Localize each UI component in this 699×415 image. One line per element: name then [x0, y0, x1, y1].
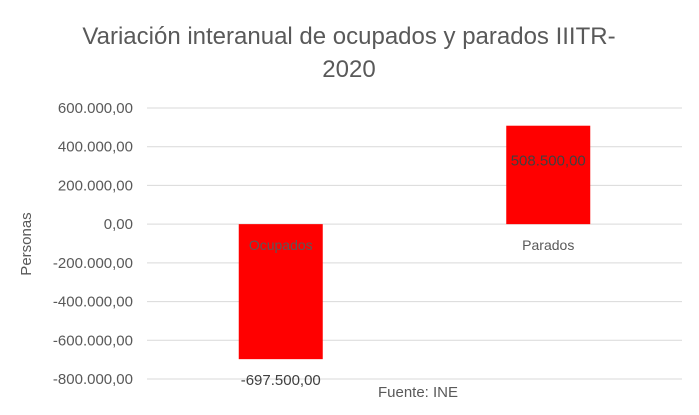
y-tick-label: -200.000,00: [53, 255, 133, 272]
chart-title-line-2: 2020: [322, 56, 375, 83]
source-note: Fuente: INE: [378, 384, 458, 401]
y-tick-label: 0,00: [104, 216, 133, 233]
data-label: -697.500,00: [241, 372, 321, 389]
y-tick-label: -800.000,00: [53, 371, 133, 388]
y-axis-title: Personas: [18, 212, 35, 275]
bars: [238, 125, 591, 360]
y-tick-label: -400.000,00: [53, 294, 133, 311]
category-label: Ocupados: [249, 237, 313, 253]
y-tick-label: -600.000,00: [53, 332, 133, 349]
chart-title: Variación interanual de ocupados y parad…: [82, 23, 615, 83]
data-label: 508.500,00: [511, 153, 586, 170]
bar-ocupados: [238, 224, 323, 360]
gridlines: [147, 107, 682, 380]
bar-parados: [506, 125, 591, 225]
category-labels: Ocupados Parados: [249, 237, 574, 253]
y-tick-label: 200.000,00: [58, 177, 133, 194]
data-labels: -697.500,00 508.500,00: [241, 153, 586, 389]
category-label: Parados: [522, 237, 574, 253]
y-tick-label: 600.000,00: [58, 100, 133, 117]
y-tick-label: 400.000,00: [58, 139, 133, 156]
y-axis-tick-labels: 600.000,00 400.000,00 200.000,00 0,00 -200.0…: [53, 100, 133, 388]
chart-title-line-1: Variación interanual de ocupados y parad…: [82, 23, 615, 50]
